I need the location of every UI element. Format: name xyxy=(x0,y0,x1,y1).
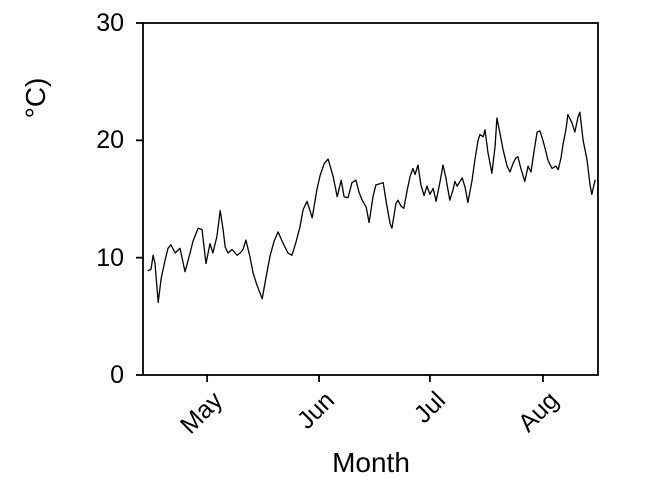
y-axis-label: °C) xyxy=(20,77,51,119)
plot-border xyxy=(142,22,599,376)
temperature-line xyxy=(147,111,596,303)
x-axis-label: Month xyxy=(332,447,410,478)
y-tick-label: 30 xyxy=(96,9,124,37)
y-tick-label: 10 xyxy=(96,243,124,272)
y-tick-label: 20 xyxy=(96,126,124,155)
y-tick-label: 0 xyxy=(110,361,124,389)
